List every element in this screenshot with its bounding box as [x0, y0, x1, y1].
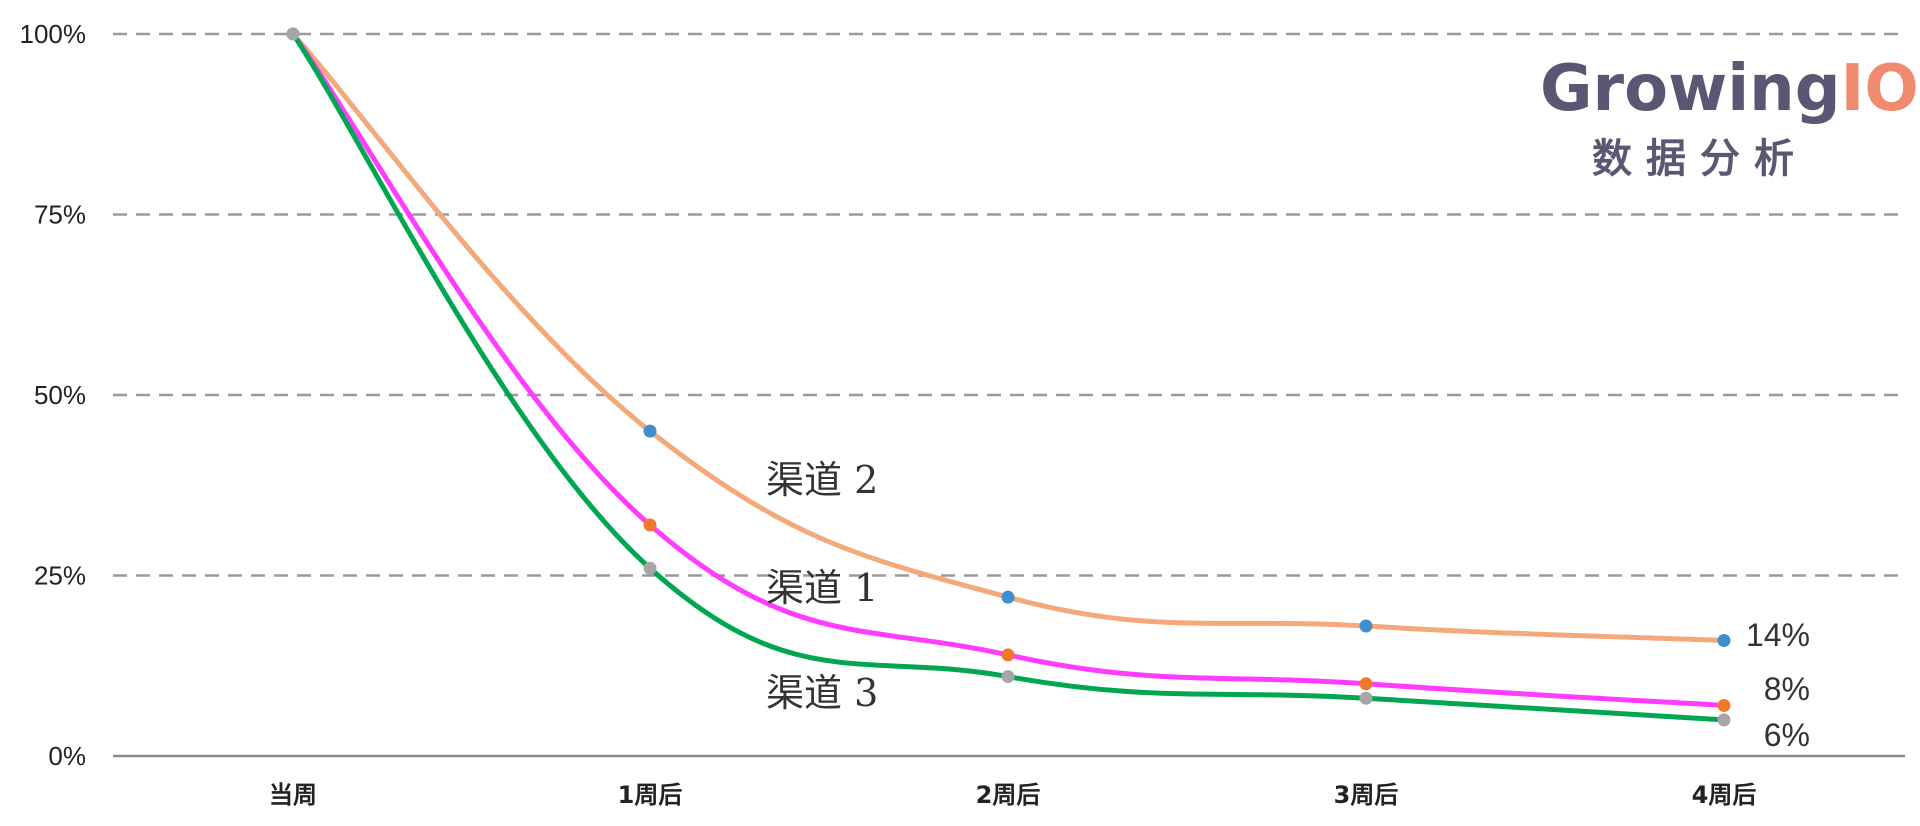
logo-brand-a: Growing	[1540, 52, 1841, 126]
data-point	[1001, 590, 1015, 604]
axes: 0% 25% 50% 75% 100% 当周 1周后 2周后 3周后 4周后	[20, 19, 1905, 809]
labels: 渠道 2 14% 渠道 1 8% 渠道 3 6%	[766, 458, 1810, 753]
series-line	[290, 31, 1727, 708]
x-tick-label: 1周后	[618, 781, 683, 809]
series-line	[290, 31, 1727, 643]
y-tick-label: 75%	[34, 200, 86, 230]
logo-brand-b: IO	[1841, 52, 1919, 126]
data-point	[643, 424, 657, 438]
growingio-logo: GrowingIO 数据分析	[1540, 52, 1919, 182]
x-tick-label: 当周	[269, 781, 317, 809]
series-line	[290, 31, 1727, 723]
end-value-label: 8%	[1764, 671, 1810, 707]
data-point	[286, 27, 300, 41]
series-name-label: 渠道 1	[766, 566, 878, 610]
data-point	[1001, 670, 1015, 684]
series-name-label: 渠道 2	[766, 458, 878, 502]
series-markers	[286, 27, 1731, 727]
y-tick-label: 50%	[34, 380, 86, 410]
logo-wordmark: GrowingIO	[1540, 52, 1919, 126]
x-tick-label: 2周后	[976, 781, 1041, 809]
data-point	[1359, 677, 1373, 691]
data-point	[1717, 633, 1731, 647]
data-point	[1359, 691, 1373, 705]
data-point	[1001, 648, 1015, 662]
x-tick-label: 3周后	[1334, 781, 1399, 809]
end-value-label: 14%	[1746, 617, 1810, 653]
series-name-label: 渠道 3	[766, 671, 878, 715]
x-tick-label: 4周后	[1692, 781, 1757, 809]
data-point	[1359, 619, 1373, 633]
logo-subtitle: 数据分析	[1592, 136, 1808, 182]
series-lines	[290, 31, 1727, 723]
y-tick-label: 0%	[48, 741, 86, 771]
data-point	[643, 561, 657, 575]
y-tick-label: 100%	[20, 19, 87, 49]
data-point	[643, 518, 657, 532]
end-value-label: 6%	[1764, 717, 1810, 753]
y-tick-label: 25%	[34, 561, 86, 591]
data-point	[1717, 713, 1731, 727]
data-point	[1717, 698, 1731, 712]
